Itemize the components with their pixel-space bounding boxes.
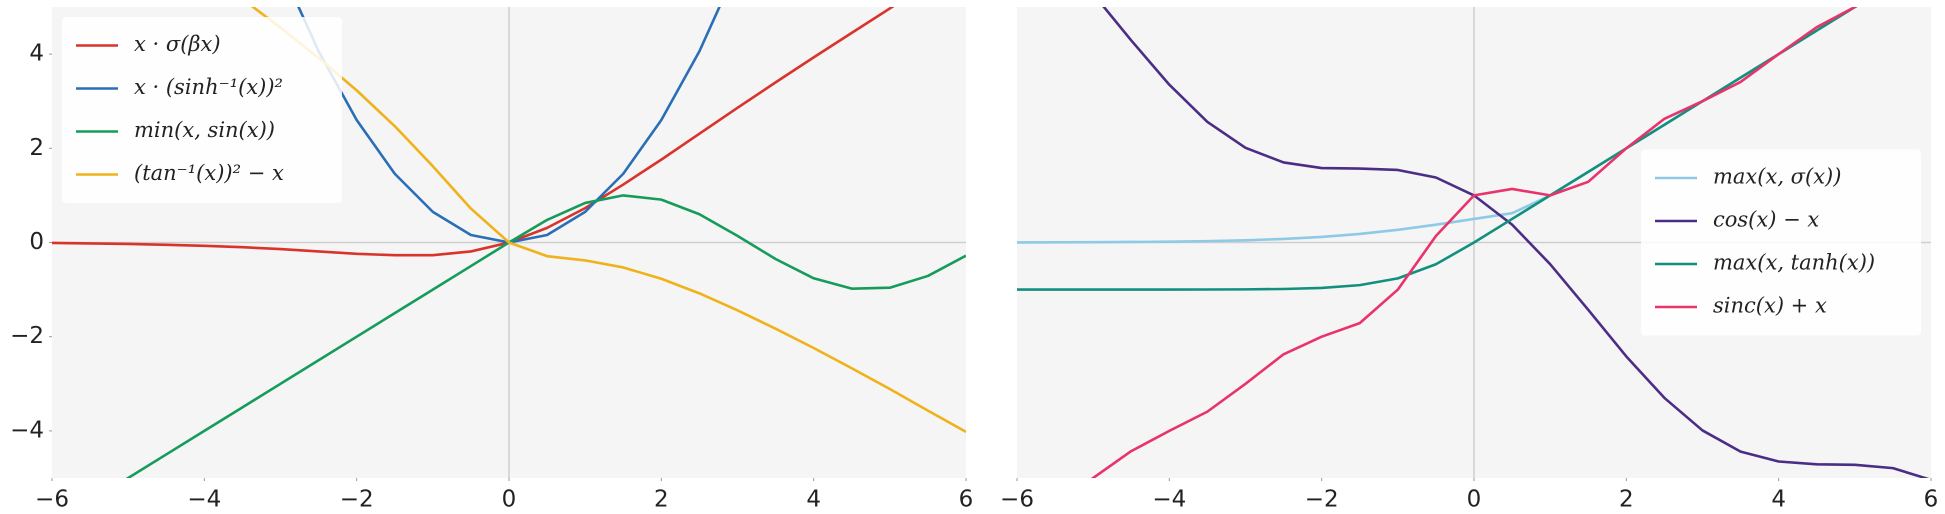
y-tick-label: 4: [29, 41, 44, 67]
series-line: [1090, 7, 1858, 478]
x-tick-label: 0: [1467, 487, 1482, 513]
x-tick-label: −6: [35, 487, 69, 513]
y-tick-label: −4: [10, 417, 44, 443]
x-tick-label: 4: [806, 487, 821, 513]
x-tick-label: −6: [1000, 487, 1034, 513]
legend-label: cos(x) − x: [1713, 208, 1819, 232]
x-tick-label: 4: [1771, 487, 1786, 513]
legend-label: max(x, σ(x)): [1713, 165, 1841, 189]
legend-box: [62, 17, 342, 203]
x-tick-label: 0: [502, 487, 517, 513]
legend-label: max(x, tanh(x)): [1713, 251, 1875, 275]
legend-label: (tan⁻¹(x))² − x: [134, 161, 284, 185]
y-tick-label: −2: [10, 323, 44, 349]
x-tick-label: −2: [340, 487, 374, 513]
legend-box: [1641, 149, 1921, 336]
legend-label: x · σ(βx): [134, 32, 221, 56]
x-tick-label: −2: [1305, 487, 1339, 513]
series-line: [250, 7, 966, 433]
panel: −6 −4 −2 0 2 4 6 −4 −2 0 2 4 x · σ(βx) x · (sinh⁻¹(x)…: [10, 7, 974, 513]
y-tick-label: 2: [29, 135, 44, 161]
x-tick-label: 2: [654, 487, 669, 513]
legend-label: x · (sinh⁻¹(x))²: [134, 75, 283, 99]
legend-label: sinc(x) + x: [1713, 294, 1827, 318]
y-tick-label: 0: [29, 229, 44, 255]
x-tick-label: −4: [187, 487, 221, 513]
lines: [1017, 7, 1930, 478]
x-tick-label: 6: [1924, 487, 1939, 513]
x-tick-label: −4: [1152, 487, 1186, 513]
legend-label: min(x, sin(x)): [134, 118, 275, 142]
lines: [52, 7, 966, 478]
panel: −6 −4 −2 0 2 4 6 max(x, σ(x)) cos(x) − x max(x, t…: [1000, 7, 1939, 513]
x-tick-label: 6: [959, 487, 974, 513]
x-tick-label: 2: [1619, 487, 1634, 513]
legend: x · σ(βx) x · (sinh⁻¹(x))² min(x, sin(x)) (…: [62, 17, 342, 203]
legend: max(x, σ(x)) cos(x) − x max(x, tanh(x)) sin…: [1641, 149, 1921, 336]
